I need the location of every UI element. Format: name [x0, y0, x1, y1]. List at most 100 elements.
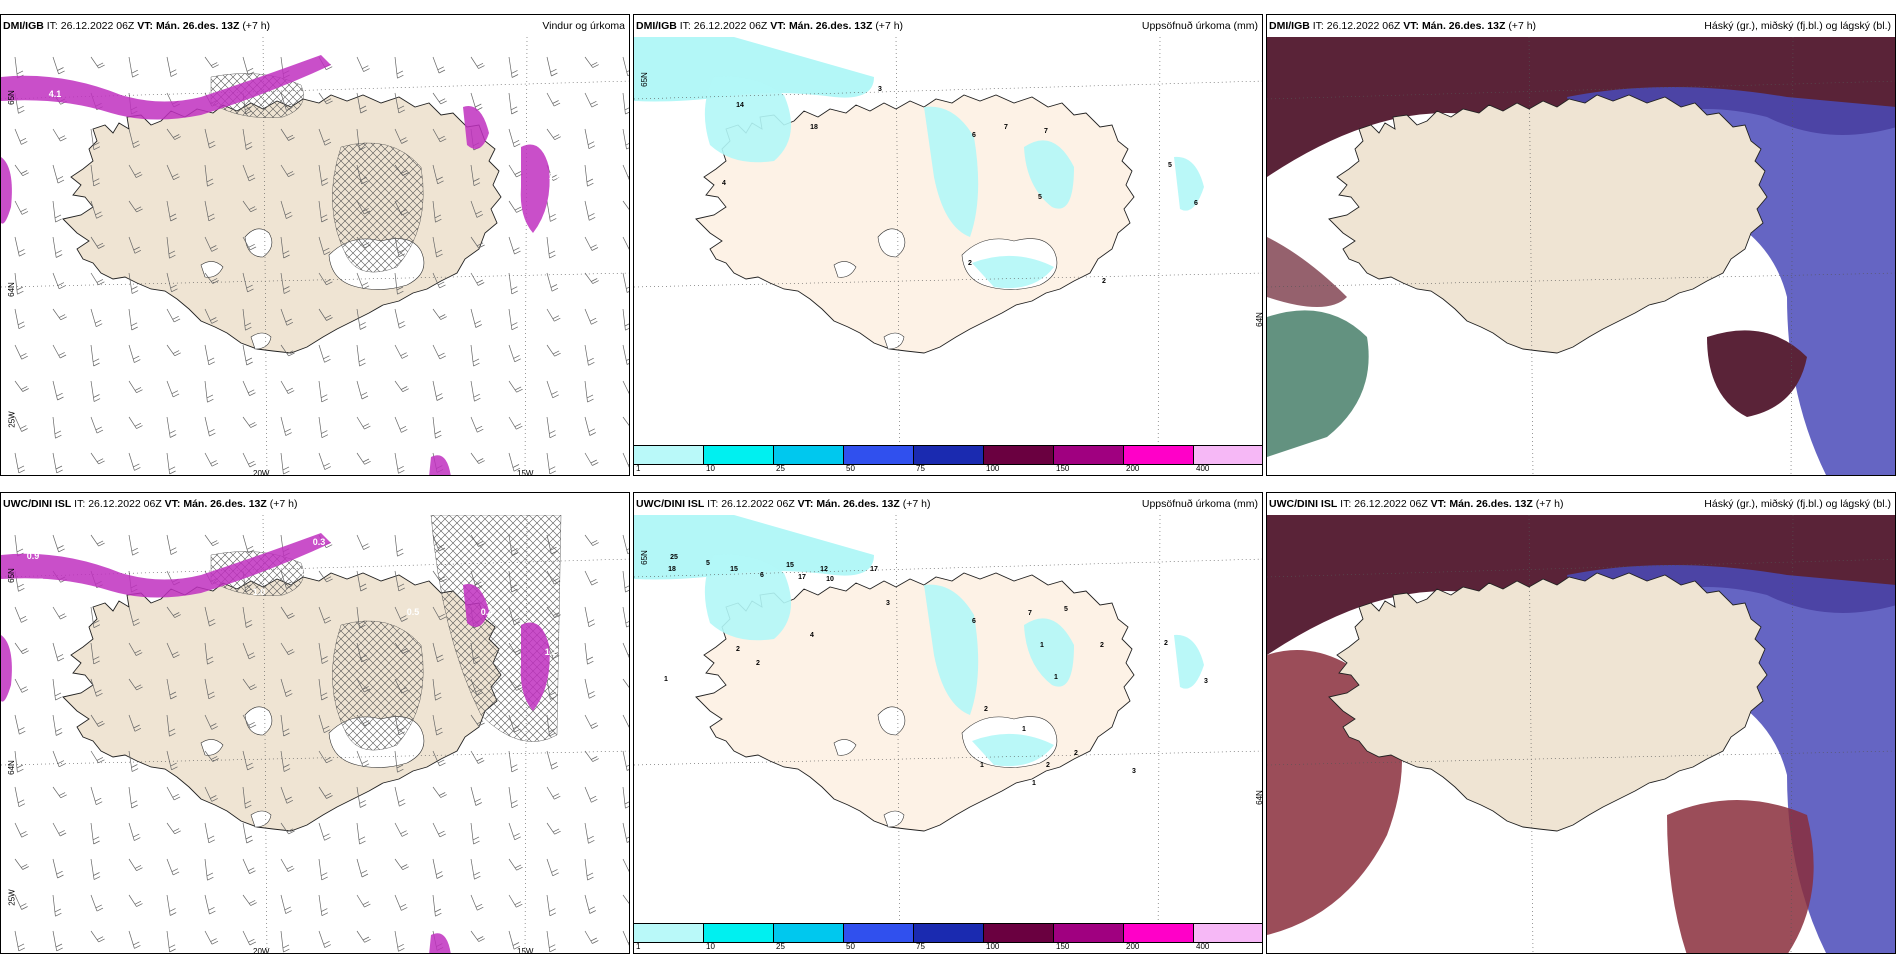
colorbar-tick: 400	[1196, 942, 1210, 951]
colorbar-cell	[1054, 446, 1124, 464]
axis-label-lat-65: 65N	[6, 90, 16, 105]
precip-value: 1	[980, 762, 984, 769]
header-it-label: IT:	[74, 498, 86, 510]
product-title: Uppsöfnuð úrkoma (mm)	[1141, 20, 1258, 32]
precip-value: 7	[1044, 128, 1048, 135]
header-lead: (+7 h)	[875, 20, 904, 32]
header-vt-label: VT:	[1403, 20, 1420, 32]
header-model: UWC/DINI ISL	[636, 498, 705, 510]
precip-value: 15	[786, 562, 794, 569]
axis-label-lat-65: 65N	[639, 72, 649, 87]
header-vt: Mán. 26.des. 13Z	[183, 498, 267, 510]
precip-area-west	[704, 554, 792, 641]
precip-value: 25	[670, 554, 678, 561]
glacier	[833, 261, 857, 278]
axis-label-lat-65: 65N	[6, 568, 16, 583]
header-model: DMI/IGB	[3, 20, 44, 32]
precip-hatch	[332, 142, 424, 273]
map-canvas: 4.1 0.5 0.6 1.0	[1, 37, 629, 475]
precip-value: 3	[1204, 678, 1208, 685]
cloud-high	[1707, 330, 1807, 417]
header-vt-label: VT:	[164, 498, 181, 510]
precip-value: 3	[878, 86, 882, 93]
axis-label-lon-25: 25W	[7, 889, 17, 906]
precip-area-sea	[634, 515, 874, 580]
precip-value: 4	[810, 632, 814, 639]
precip-area-north	[924, 106, 979, 237]
precip-value: 7	[1028, 610, 1032, 617]
precip-value: 5	[1038, 194, 1042, 201]
map-canvas: 14 18 3 4 6 7 7 5 6 5 2 2	[634, 37, 1262, 445]
axis-label-lat-64: 64N	[1254, 790, 1263, 805]
header-vt: Mán. 26.des. 13Z	[816, 498, 900, 510]
precip-band	[1, 635, 12, 702]
precip-panel-dmi: DMI/IGB IT: 26.12.2022 06Z VT: Mán. 26.d…	[633, 14, 1263, 476]
axis-label-lon-20: 20W	[253, 947, 270, 954]
header-vt: Mán. 26.des. 13Z	[155, 20, 240, 32]
precip-value: 1.7	[31, 577, 44, 587]
colorbar-cell	[634, 924, 704, 942]
precip-value: 4.1	[49, 89, 62, 99]
colorbar-tick: 25	[776, 464, 785, 473]
precip-value: 0.5	[407, 607, 420, 617]
map-canvas	[1267, 515, 1895, 953]
header-it-label: IT:	[707, 498, 719, 510]
header-it: 26.12.2022 06Z	[1326, 20, 1401, 32]
precip-value: 12	[820, 566, 828, 573]
colorbar-tick: 50	[846, 942, 855, 951]
precip-value: 6	[972, 618, 976, 625]
cloud-panel-dmi: DMI/IGB IT: 26.12.2022 06Z VT: Mán. 26.d…	[1266, 14, 1896, 476]
graticule	[1267, 515, 1895, 953]
precip-value: 18	[810, 124, 818, 131]
colorbar-tick: 1	[636, 942, 641, 951]
wind-panel-uwc: UWC/DINI ISL IT: 26.12.2022 06Z VT: Mán.…	[0, 492, 630, 954]
header-lead: (+7 h)	[1508, 20, 1537, 32]
header-vt-label: VT:	[137, 20, 154, 32]
colorbar-tick: 25	[776, 942, 785, 951]
precip-value: 0.6	[501, 169, 514, 179]
glacier	[833, 739, 857, 756]
header-model: UWC/DINI ISL	[3, 498, 72, 510]
precip-value: 0.9	[27, 551, 40, 561]
precip-value: 2	[1100, 642, 1104, 649]
header-model: UWC/DINI ISL	[1269, 498, 1338, 510]
precip-area-west	[704, 76, 792, 163]
wind-panel-dmi: DMI/IGB IT: 26.12.2022 06Z VT: Mán. 26.d…	[0, 14, 630, 476]
precip-value: 1	[664, 676, 668, 683]
header-vt-label: VT:	[770, 20, 787, 32]
axis-label-lon-20: 20W	[253, 469, 270, 476]
precip-area-northeast	[1024, 140, 1074, 209]
precip-value: 0.5	[489, 133, 502, 143]
panel-header: UWC/DINI ISL IT: 26.12.2022 06Z VT: Mán.…	[634, 493, 1262, 515]
precip-value: 17	[870, 566, 878, 573]
axis-label-lon-15: 15W	[517, 947, 534, 954]
header-it-label: IT:	[1312, 20, 1324, 32]
colorbar-tick: 10	[706, 942, 715, 951]
precip-value: 6	[760, 572, 764, 579]
precip-area-north	[924, 584, 979, 715]
axis-label-lat-64: 64N	[1254, 312, 1263, 327]
header-model: DMI/IGB	[1269, 20, 1310, 32]
precip-value: 2	[1164, 640, 1168, 647]
precip-value: 1	[1032, 780, 1036, 787]
precip-value: 0.3	[313, 537, 326, 547]
colorbar-tick: 75	[916, 464, 925, 473]
colorbar-cell	[914, 446, 984, 464]
graticule	[1267, 37, 1895, 475]
precip-value: 2	[736, 646, 740, 653]
colorbar-cell	[984, 446, 1054, 464]
header-lead: (+7 h)	[269, 498, 298, 510]
precip-band	[463, 106, 489, 149]
header-it-label: IT:	[46, 20, 58, 32]
colorbar-cell	[774, 924, 844, 942]
precip-value: 5	[1168, 162, 1172, 169]
axis-label-lon-25: 25W	[7, 411, 17, 428]
colorbar-cell	[914, 924, 984, 942]
precip-value: 5	[1064, 606, 1068, 613]
precip-band	[1, 533, 331, 598]
precip-value: 1.2	[545, 647, 558, 657]
header-vt: Mán. 26.des. 13Z	[1421, 20, 1506, 32]
colorbar-cell	[1194, 446, 1262, 464]
colorbar-cell	[1194, 924, 1262, 942]
precip-value: 17	[798, 574, 806, 581]
